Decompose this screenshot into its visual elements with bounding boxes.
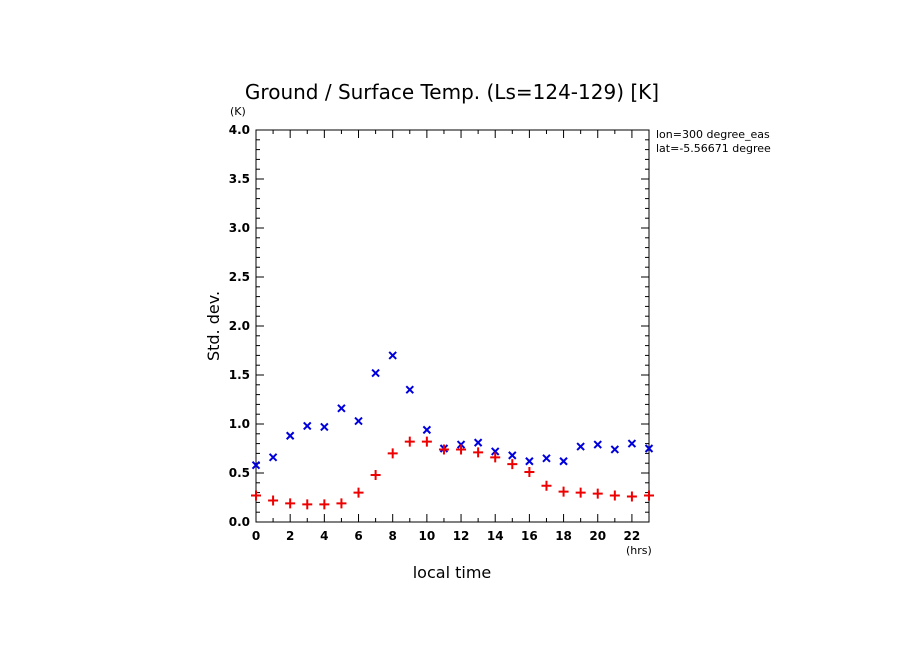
red-plus-marker — [575, 487, 586, 498]
x-tick-label: 16 — [521, 529, 538, 543]
red-plus-marker — [319, 499, 330, 510]
y-tick-label: 2.0 — [229, 319, 250, 333]
annotation-lon: lon=300 degree_eas — [656, 128, 770, 141]
blue-x-marker — [491, 447, 500, 456]
red-plus-marker — [421, 436, 432, 447]
blue-x-marker — [251, 460, 261, 470]
x-tick-label: 22 — [624, 529, 641, 543]
annotation-lat: lat=-5.56671 degree — [656, 142, 771, 155]
blue-x-marker — [473, 438, 483, 447]
red-plus-marker — [609, 490, 620, 501]
blue-x-marker — [627, 439, 637, 448]
y-tick-label: 2.5 — [229, 270, 250, 284]
blue-x-marker — [593, 440, 602, 449]
red-plus-marker — [251, 490, 261, 501]
blue-x-marker — [320, 422, 329, 432]
red-plus-marker — [541, 480, 552, 491]
x-tick-label: 12 — [453, 529, 470, 543]
data-marks — [251, 351, 654, 510]
x-unit-label: (hrs) — [626, 544, 652, 557]
red-plus-marker — [490, 452, 501, 463]
blue-x-marker — [610, 445, 620, 454]
blue-x-marker — [422, 425, 432, 435]
plot-frame — [255, 129, 650, 523]
y-tick-label: 3.0 — [229, 221, 250, 235]
blue-x-marker — [559, 457, 568, 466]
red-plus-marker — [626, 491, 637, 502]
y-tick-label: 1.5 — [229, 368, 250, 382]
blue-x-marker — [337, 404, 346, 413]
y-tick-label: 1.0 — [229, 417, 250, 431]
red-plus-marker — [438, 444, 449, 455]
x-tick-label: 6 — [354, 529, 362, 543]
x-axis-label: local time — [413, 563, 492, 582]
red-plus-marker — [473, 447, 484, 458]
y-tick-label: 3.5 — [229, 172, 250, 186]
red-plus-marker — [404, 436, 415, 447]
y-tick-label: 4.0 — [229, 123, 250, 137]
x-tick-label: 14 — [487, 529, 504, 543]
blue-x-marker — [576, 442, 585, 451]
red-plus-marker — [370, 469, 381, 480]
blue-x-marker — [268, 453, 278, 462]
red-plus-marker — [353, 487, 364, 498]
red-plus-marker — [336, 498, 347, 509]
blue-x-marker — [371, 368, 380, 378]
blue-x-marker — [542, 454, 551, 463]
red-plus-marker — [592, 488, 603, 499]
red-plus-marker — [524, 467, 535, 478]
y-tick-label: 0.5 — [229, 466, 250, 480]
red-plus-marker — [268, 495, 279, 506]
blue-x-marker — [354, 416, 363, 426]
red-plus-marker — [507, 459, 518, 470]
y-unit-label: (K) — [230, 105, 246, 118]
x-tick-label: 10 — [419, 529, 436, 543]
y-axis-label: Std. dev. — [204, 291, 223, 361]
blue-x-marker — [388, 351, 397, 360]
x-tick-label: 0 — [252, 529, 260, 543]
red-plus-marker — [285, 498, 296, 509]
x-tick-label: 20 — [589, 529, 606, 543]
y-tick-label: 0.0 — [229, 515, 250, 529]
blue-x-marker — [285, 431, 295, 440]
x-tick-label: 4 — [320, 529, 328, 543]
axes: 0 2 4 6 8 10 12 14 16 18 20 22 0.0 0.5 1.0 1.5 2.0 2.5 3.0… — [229, 123, 650, 543]
blue-x-marker — [525, 457, 534, 466]
x-tick-label: 2 — [286, 529, 294, 543]
chart-title: Ground / Surface Temp. (Ls=124-129) [K] — [245, 80, 659, 104]
red-plus-marker — [558, 486, 569, 497]
red-plus-marker — [302, 499, 313, 510]
red-plus-marker — [644, 490, 654, 501]
blue-x-marker — [303, 421, 312, 431]
x-tick-label: 18 — [555, 529, 572, 543]
blue-x-marker — [405, 385, 414, 394]
x-tick-label: 8 — [389, 529, 397, 543]
blue-x-marker — [508, 451, 517, 460]
blue-x-marker — [644, 444, 654, 453]
red-plus-marker — [456, 444, 467, 455]
red-plus-marker — [387, 448, 398, 459]
